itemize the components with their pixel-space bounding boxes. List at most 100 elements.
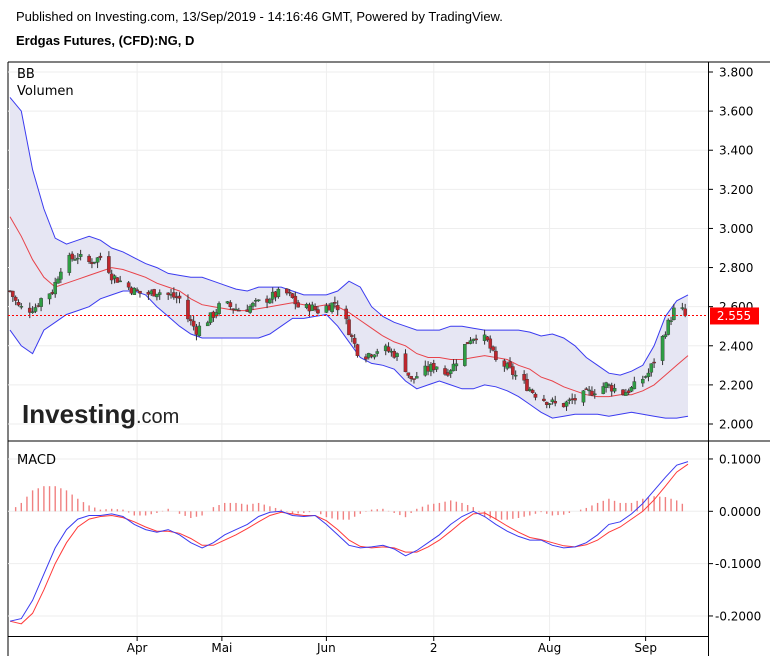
- candle-body: [27, 307, 32, 313]
- candle-body: [624, 392, 628, 396]
- candle-body: [132, 287, 137, 295]
- logo-main-text: Investing: [22, 399, 136, 429]
- candle-body: [355, 344, 360, 356]
- candle-body: [166, 292, 171, 295]
- bb-fill: [10, 97, 688, 419]
- macd-tick-label: -0.1000: [715, 557, 761, 571]
- time-tick-label: Sep: [634, 641, 657, 655]
- time-axis-ticks: Apr Mai Jun 2 Aug Sep: [127, 636, 657, 655]
- bb-label: BB: [17, 67, 35, 82]
- candle-body: [237, 309, 241, 312]
- candle-body: [488, 338, 493, 349]
- candle-body: [403, 353, 408, 373]
- macd-tick-label: 0.1000: [719, 452, 761, 466]
- candle-body: [152, 289, 156, 297]
- candle-body: [92, 261, 97, 264]
- candle-body: [248, 306, 252, 313]
- candle-body: [59, 271, 63, 280]
- candle-body: [573, 398, 577, 401]
- candle-body: [451, 363, 456, 372]
- candle-body: [525, 378, 529, 391]
- time-tick-label: Aug: [538, 641, 561, 655]
- candle-body: [463, 344, 467, 366]
- candle-body: [197, 325, 202, 337]
- price-tag-label: 2.555: [717, 309, 751, 323]
- candles: [8, 249, 687, 411]
- candle-body: [188, 319, 193, 322]
- candle-body: [584, 388, 589, 390]
- candle-body: [290, 293, 295, 298]
- candle-body: [446, 372, 450, 376]
- price-tick-label: 3.800: [719, 66, 753, 80]
- candle-body: [494, 350, 498, 360]
- bollinger-bands: [9, 97, 689, 419]
- candle-body: [672, 307, 676, 320]
- candle-body: [39, 298, 43, 307]
- candle-body: [607, 384, 611, 386]
- investing-logo: Investing .com: [22, 399, 179, 429]
- candle-body: [16, 302, 21, 306]
- macd-line: [9, 461, 689, 622]
- candle-body: [205, 322, 210, 327]
- candle-body: [11, 290, 15, 297]
- candle-body: [522, 373, 526, 381]
- candle-body: [511, 366, 515, 375]
- candle-body: [431, 362, 436, 371]
- price-tick-label: 2.000: [719, 418, 753, 432]
- candle-body: [344, 308, 348, 320]
- candle-body: [98, 255, 103, 258]
- candle-body: [660, 336, 665, 361]
- candle-body: [412, 378, 416, 380]
- candle-body: [347, 319, 351, 336]
- candle-body: [316, 309, 320, 314]
- candle-body: [409, 375, 413, 379]
- bb-upper-line: [9, 97, 689, 376]
- candle-body: [601, 386, 606, 394]
- macd-tick-label: -0.2000: [715, 609, 761, 623]
- candle-body: [172, 292, 176, 298]
- candle-body: [53, 281, 57, 295]
- candle-body: [468, 340, 473, 344]
- candle-body: [386, 346, 391, 352]
- candle-body: [330, 302, 334, 313]
- candle-body: [115, 277, 120, 283]
- candle-body: [485, 336, 490, 341]
- candle-body: [112, 275, 117, 279]
- candle-body: [287, 291, 292, 294]
- candle-body: [78, 254, 83, 257]
- price-tick-label: 3.200: [719, 183, 753, 197]
- candle-body: [157, 292, 162, 295]
- candle-body: [276, 288, 281, 297]
- candle-body: [590, 390, 594, 396]
- candle-body: [434, 366, 439, 370]
- price-tick-label: 3.000: [719, 222, 753, 236]
- candle-body: [67, 255, 72, 273]
- candle-body: [118, 280, 122, 283]
- candle-body: [448, 370, 453, 374]
- candle-body: [547, 403, 552, 405]
- chart-frame: [7, 61, 770, 656]
- candle-body: [296, 302, 300, 308]
- candle-body: [95, 257, 100, 263]
- published-info: Published on Investing.com, 13/Sep/2019 …: [16, 9, 503, 24]
- candle-body: [135, 289, 139, 291]
- candle-body: [513, 374, 518, 377]
- macd-signal-line: [9, 463, 689, 625]
- time-tick-label: Apr: [127, 641, 148, 655]
- time-tick-label: Jun: [316, 641, 336, 655]
- candle-body: [629, 387, 634, 392]
- candle-body: [75, 257, 80, 260]
- macd-label: MACD: [17, 453, 56, 468]
- candle-body: [56, 278, 60, 284]
- candle-body: [191, 320, 196, 327]
- price-tick-label: 2.200: [719, 378, 753, 392]
- candle-body: [335, 305, 340, 311]
- candle-body: [641, 378, 645, 384]
- candle-body: [107, 256, 111, 273]
- candle-body: [680, 307, 685, 309]
- candle-body: [632, 381, 637, 390]
- candle-body: [33, 307, 38, 312]
- candle-body: [415, 376, 419, 379]
- candle-body: [47, 293, 52, 300]
